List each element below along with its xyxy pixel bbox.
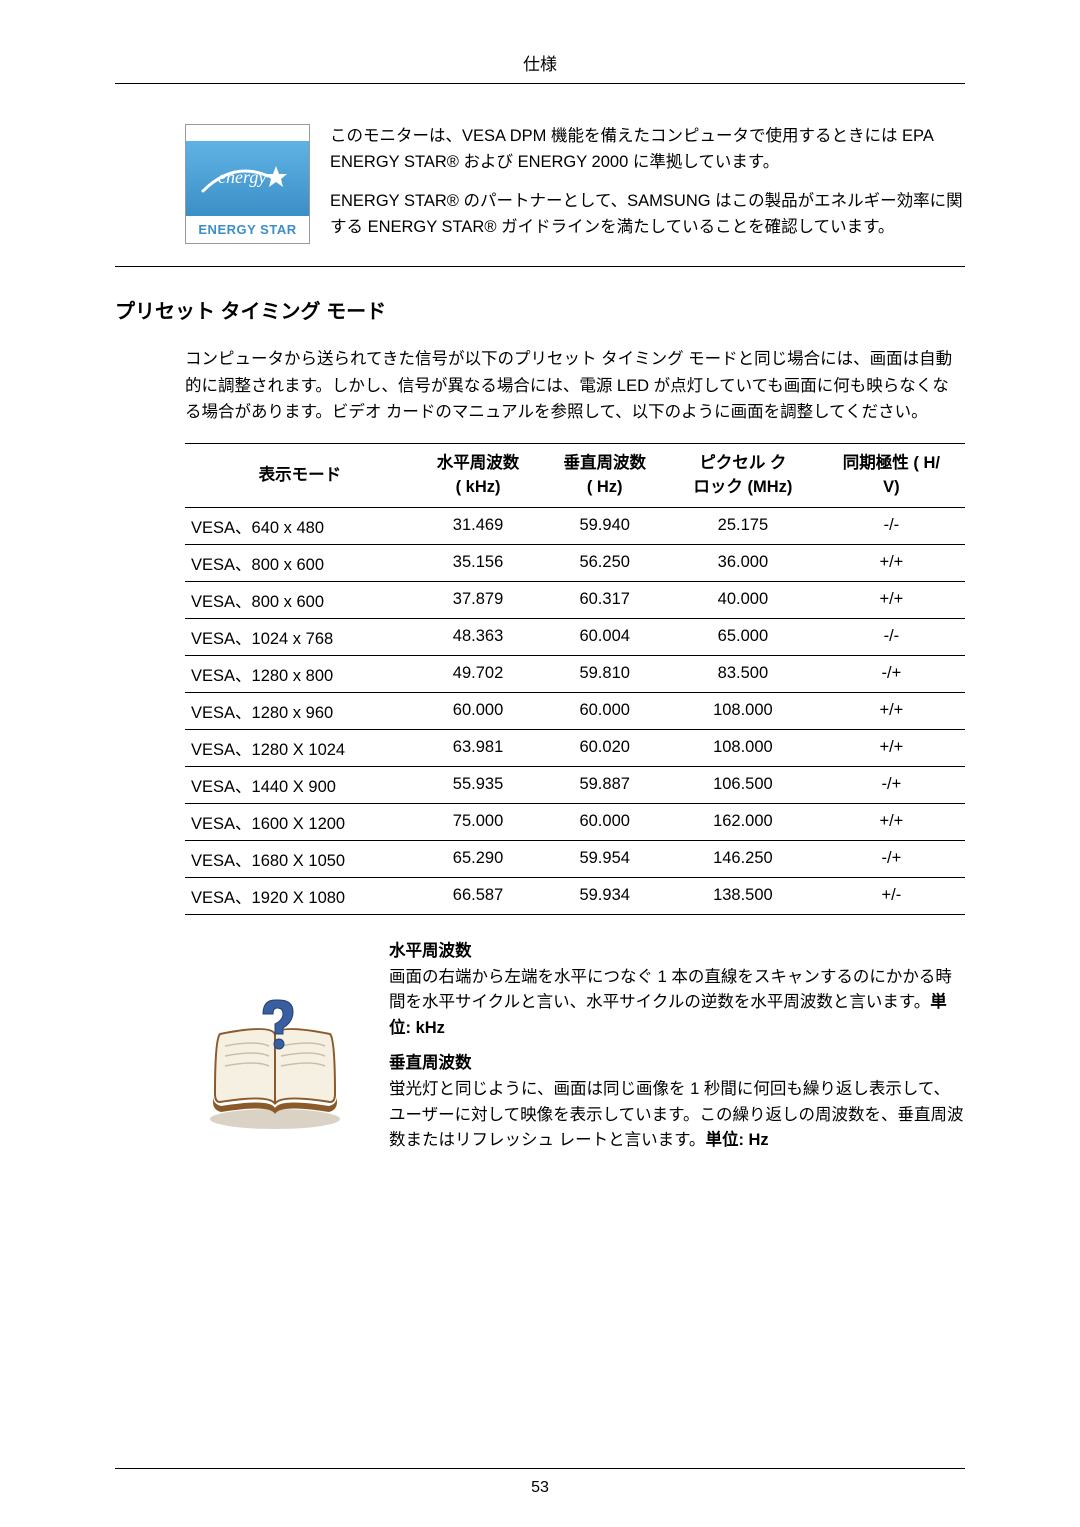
table-cell: 146.250: [668, 840, 818, 877]
table-cell: VESA、1600 X 1200: [185, 803, 415, 840]
table-cell: -/+: [818, 655, 965, 692]
energy-star-logo-text: ENERGY STAR: [198, 216, 296, 237]
table-row: VESA、1680 X 105065.29059.954146.250-/+: [185, 840, 965, 877]
table-cell: 108.000: [668, 729, 818, 766]
table-cell: 65.290: [415, 840, 542, 877]
table-cell: -/-: [818, 618, 965, 655]
table-cell: 60.000: [415, 692, 542, 729]
energy-star-swoosh-icon: energy: [198, 151, 298, 206]
table-cell: 138.500: [668, 877, 818, 914]
table-cell: +/+: [818, 803, 965, 840]
preset-timing-intro: コンピュータから送られてきた信号が以下のプリセット タイミング モードと同じ場合…: [115, 346, 965, 425]
table-cell: VESA、800 x 600: [185, 544, 415, 581]
table-cell: 36.000: [668, 544, 818, 581]
table-cell: 59.940: [541, 507, 668, 544]
energy-star-text-block: このモニターは、VESA DPM 機能を備えたコンピュータで使用するときには E…: [330, 124, 965, 254]
frequency-explanation-section: 水平周波数 画面の右端から左端を水平につなぐ 1 本の直線をスキャンするのにかか…: [115, 937, 965, 1162]
table-cell: 60.004: [541, 618, 668, 655]
energy-star-logo-graphic: energy: [186, 141, 309, 216]
col-header-vfreq: 垂直周波数( Hz): [541, 444, 668, 507]
table-cell: 108.000: [668, 692, 818, 729]
table-row: VESA、1024 x 76848.36360.00465.000-/-: [185, 618, 965, 655]
table-cell: VESA、1280 x 800: [185, 655, 415, 692]
energy-paragraph-2: ENERGY STAR® のパートナーとして、SAMSUNG はこの製品がエネル…: [330, 189, 965, 240]
table-cell: 35.156: [415, 544, 542, 581]
table-row: VESA、1920 X 108066.58759.934138.500+/-: [185, 877, 965, 914]
table-cell: VESA、640 x 480: [185, 507, 415, 544]
table-cell: 63.981: [415, 729, 542, 766]
table-cell: -/+: [818, 840, 965, 877]
table-cell: VESA、1024 x 768: [185, 618, 415, 655]
table-cell: +/+: [818, 581, 965, 618]
table-cell: 59.887: [541, 766, 668, 803]
page-footer: 53: [115, 1468, 965, 1497]
table-cell: +/+: [818, 692, 965, 729]
table-cell: -/+: [818, 766, 965, 803]
book-question-icon: [185, 937, 365, 1162]
table-cell: 162.000: [668, 803, 818, 840]
table-row: VESA、640 x 48031.46959.94025.175-/-: [185, 507, 965, 544]
table-cell: VESA、1680 X 1050: [185, 840, 415, 877]
horizontal-freq-heading: 水平周波数: [389, 937, 965, 961]
table-row: VESA、1280 x 80049.70259.81083.500-/+: [185, 655, 965, 692]
table-row: VESA、800 x 60035.15656.25036.000+/+: [185, 544, 965, 581]
table-cell: 60.317: [541, 581, 668, 618]
page-header-title: 仕様: [115, 50, 965, 84]
page-number: 53: [531, 1479, 549, 1496]
table-cell: 66.587: [415, 877, 542, 914]
table-row: VESA、800 x 60037.87960.31740.000+/+: [185, 581, 965, 618]
table-cell: 60.020: [541, 729, 668, 766]
table-cell: 48.363: [415, 618, 542, 655]
table-cell: 75.000: [415, 803, 542, 840]
table-cell: 83.500: [668, 655, 818, 692]
horizontal-freq-paragraph: 画面の右端から左端を水平につなぐ 1 本の直線をスキャンするのにかかる時間を水平…: [389, 965, 965, 1042]
table-cell: 106.500: [668, 766, 818, 803]
table-row: VESA、1280 X 102463.98160.020108.000+/+: [185, 729, 965, 766]
table-cell: VESA、1920 X 1080: [185, 877, 415, 914]
table-cell: -/-: [818, 507, 965, 544]
col-header-mode: 表示モード: [185, 444, 415, 507]
table-cell: 37.879: [415, 581, 542, 618]
table-cell: VESA、800 x 600: [185, 581, 415, 618]
svg-text:energy: energy: [218, 167, 266, 187]
table-header-row: 表示モード 水平周波数( kHz) 垂直周波数( Hz) ピクセル クロック (…: [185, 444, 965, 507]
table-cell: 49.702: [415, 655, 542, 692]
table-cell: 59.954: [541, 840, 668, 877]
table-cell: 65.000: [668, 618, 818, 655]
table-cell: 56.250: [541, 544, 668, 581]
preset-timing-heading: プリセット タイミング モード: [115, 295, 965, 324]
table-cell: 55.935: [415, 766, 542, 803]
col-header-syncpolarity: 同期極性 ( H/V): [818, 444, 965, 507]
table-cell: +/-: [818, 877, 965, 914]
table-row: VESA、1440 X 90055.93559.887106.500-/+: [185, 766, 965, 803]
table-cell: 60.000: [541, 803, 668, 840]
table-cell: +/+: [818, 544, 965, 581]
frequency-text-block: 水平周波数 画面の右端から左端を水平につなぐ 1 本の直線をスキャンするのにかか…: [389, 937, 965, 1162]
energy-star-logo: energy ENERGY STAR: [185, 124, 310, 244]
table-cell: 60.000: [541, 692, 668, 729]
table-cell: 40.000: [668, 581, 818, 618]
table-cell: 59.934: [541, 877, 668, 914]
energy-star-section: energy ENERGY STAR このモニターは、VESA DPM 機能を備…: [115, 124, 965, 267]
table-row: VESA、1600 X 120075.00060.000162.000+/+: [185, 803, 965, 840]
timing-modes-table: 表示モード 水平周波数( kHz) 垂直周波数( Hz) ピクセル クロック (…: [185, 443, 965, 914]
col-header-pixelclock: ピクセル クロック (MHz): [668, 444, 818, 507]
table-cell: VESA、1440 X 900: [185, 766, 415, 803]
vertical-freq-paragraph: 蛍光灯と同じように、画面は同じ画像を 1 秒間に何回も繰り返し表示して、ユーザー…: [389, 1077, 965, 1154]
col-header-hfreq: 水平周波数( kHz): [415, 444, 542, 507]
table-row: VESA、1280 x 96060.00060.000108.000+/+: [185, 692, 965, 729]
vertical-freq-heading: 垂直周波数: [389, 1049, 965, 1073]
energy-paragraph-1: このモニターは、VESA DPM 機能を備えたコンピュータで使用するときには E…: [330, 124, 965, 175]
table-cell: 31.469: [415, 507, 542, 544]
table-cell: VESA、1280 x 960: [185, 692, 415, 729]
table-cell: VESA、1280 X 1024: [185, 729, 415, 766]
table-cell: +/+: [818, 729, 965, 766]
table-cell: 59.810: [541, 655, 668, 692]
table-cell: 25.175: [668, 507, 818, 544]
